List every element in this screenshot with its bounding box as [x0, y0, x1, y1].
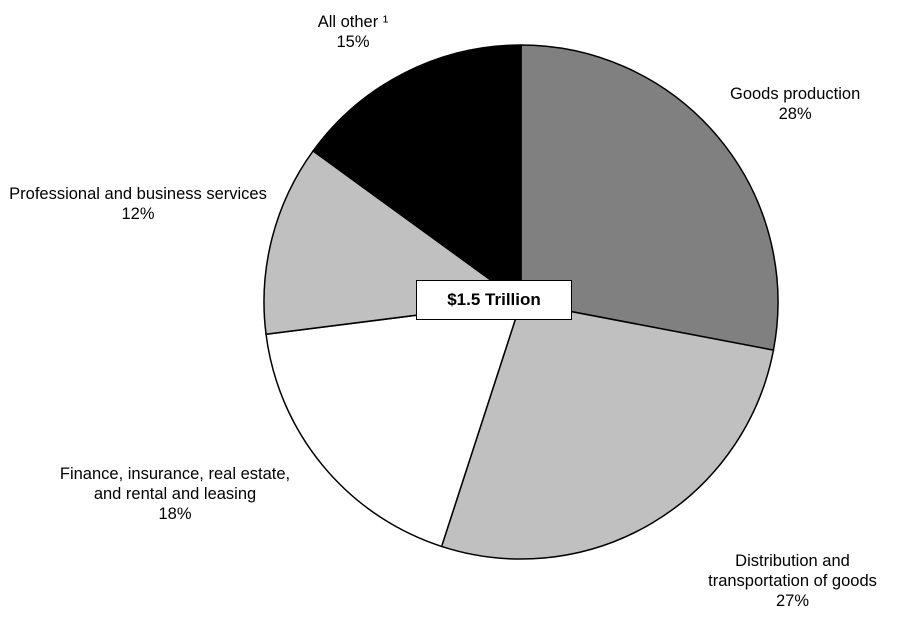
pie-slice-0 — [520, 44, 779, 351]
label-text: Professional and business services — [9, 185, 267, 203]
label-distribution: Distribution and transportation of goods… — [690, 551, 895, 611]
label-finance: Finance, insurance, real estate, and ren… — [55, 464, 295, 524]
label-percent: 15% — [336, 33, 370, 51]
label-professional: Professional and business services 12% — [8, 184, 268, 224]
label-all-other: All other ¹ 15% — [294, 12, 412, 52]
label-percent: 18% — [158, 505, 192, 523]
label-percent: 28% — [778, 105, 812, 123]
label-text: All other ¹ — [317, 13, 389, 31]
label-text: Goods production — [730, 85, 861, 103]
label-goods-production: Goods production 28% — [730, 84, 860, 124]
label-percent: 27% — [775, 592, 810, 610]
pie-slice-4 — [312, 44, 522, 303]
label-percent: 12% — [121, 205, 155, 223]
pie-slice-1 — [440, 301, 775, 560]
label-text: Distribution and transportation of goods — [708, 552, 877, 590]
total-label: $1.5 Trillion — [416, 280, 572, 320]
pie-slice-2 — [265, 301, 522, 548]
label-text: Finance, insurance, real estate, and ren… — [59, 465, 291, 503]
